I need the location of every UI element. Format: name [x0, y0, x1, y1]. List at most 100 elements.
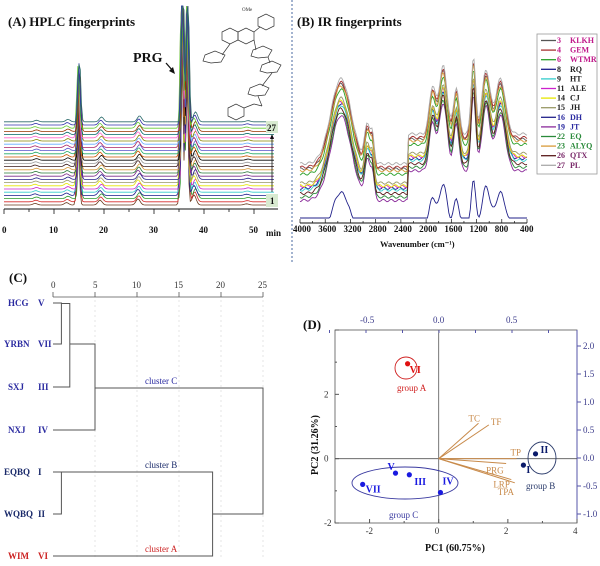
hplc-series-line	[4, 5, 274, 161]
hplc-series-line	[4, 5, 274, 132]
pca-x-label: PC1 (60.75%)	[425, 543, 485, 554]
pca-point	[392, 470, 399, 476]
pca-point-label: V	[388, 462, 396, 473]
stack-bottom-label: 1	[270, 196, 275, 206]
leaf-name: SXJ	[8, 382, 25, 392]
ir-series-line	[299, 96, 528, 203]
hplc-series-line	[4, 5, 274, 152]
leaf-name: HCG	[8, 298, 29, 308]
hplc-series-line	[4, 25, 274, 193]
cluster-label: cluster C	[145, 376, 177, 386]
dendro-tick-label: 5	[93, 280, 98, 290]
hplc-series-line	[4, 5, 274, 123]
legend-name: EQ	[570, 132, 582, 141]
hplc-series-line	[4, 5, 274, 171]
ir-tick-label: 1200	[470, 224, 489, 234]
leaf-roman: III	[38, 382, 49, 392]
legend-number: 16	[557, 113, 565, 122]
legend-name: CJ	[570, 94, 580, 103]
leaf-roman: VI	[38, 551, 48, 561]
ir-series-line	[299, 65, 528, 173]
legend-name: PL	[570, 161, 580, 170]
legend-name: JT	[570, 122, 580, 131]
ir-tick-label: 3200	[343, 224, 362, 234]
leaf-name: EQBQ	[4, 467, 30, 477]
hplc-series-line	[4, 5, 274, 145]
pca-y-tick-label: -2	[324, 518, 332, 528]
pca-point-label: VII	[366, 484, 381, 495]
loading-vector	[438, 458, 515, 484]
panel-a-title: (A) HPLC fingerprints	[8, 14, 135, 29]
leaf-roman: IV	[38, 425, 49, 435]
legend-name: DH	[570, 113, 583, 122]
loading-label: LRP	[493, 480, 510, 490]
panel-d-pca: (D) -2 0 2 4 -2 0 2 -0.5 0.0 0.5 -1.0 -0.5 0.0 0.5 1.0…	[303, 315, 598, 554]
hplc-series-line	[4, 5, 274, 142]
pca-point-label: I	[526, 465, 530, 476]
hplc-series-line	[4, 7, 274, 164]
dendro-branch	[95, 387, 264, 515]
hplc-series-line	[4, 7, 274, 187]
pca-right-tick-label: 2.0	[583, 341, 595, 351]
pca-point-label: II	[541, 445, 549, 456]
legend-name: HT	[570, 74, 582, 83]
leaf-roman: I	[38, 467, 42, 477]
pca-point	[406, 472, 412, 478]
panel-d-title: (D)	[303, 317, 321, 332]
dendro-branch	[53, 471, 62, 515]
legend-number: 26	[557, 151, 565, 160]
hplc-tick-label: 50	[249, 225, 259, 235]
hplc-series-line	[4, 13, 274, 174]
loading-label: PRG	[486, 465, 504, 475]
group-b-label: group B	[526, 481, 555, 491]
hplc-tick-label: 40	[199, 225, 209, 235]
pca-y-label: PC2 (31.26%)	[310, 415, 321, 475]
pca-right-tick-label: -1.0	[583, 509, 598, 519]
hplc-series-line	[4, 19, 274, 206]
legend-name: ALYQ	[570, 142, 592, 151]
group-b-ellipse	[527, 441, 557, 475]
hplc-series-line	[4, 5, 274, 168]
hplc-ticks: 0 10 20 30 40 50	[2, 209, 259, 235]
ir-tick-label: 400	[520, 224, 534, 234]
pca-top-tick-label: -0.5	[360, 315, 375, 325]
loading-label: TC	[468, 413, 480, 423]
leaf-name: WQBQ	[4, 509, 33, 519]
pca-right-tick-label: -0.5	[583, 481, 598, 491]
pca-right-tick-label: 1.0	[583, 397, 595, 407]
panel-b-title: (B) IR fingerprints	[297, 14, 402, 29]
pca-point-label: IV	[442, 476, 454, 487]
pca-right-tick-label: 1.5	[583, 369, 595, 379]
legend-number: 11	[557, 84, 565, 93]
pca-right-tick-label: 0.5	[583, 425, 595, 435]
dendro-branch	[53, 471, 214, 557]
leaf-name: NXJ	[8, 425, 26, 435]
ir-x-label: Wavenumber (cm⁻¹)	[380, 239, 455, 249]
pca-point-label: III	[414, 477, 426, 488]
legend-number: 14	[557, 94, 565, 103]
chemical-structure-icon	[202, 13, 282, 121]
ir-series-line	[299, 58, 528, 166]
leaf-name: YRBN	[4, 339, 30, 349]
hplc-series-line	[4, 7, 274, 180]
prg-annotation: PRG	[133, 51, 163, 66]
dendrogram-group: 0 5 10 15 20 25 HCG V YRBN VII SXJ III NXJ IV EQBQ I WQB…	[4, 280, 268, 561]
hplc-series-line	[4, 5, 274, 135]
pca-point	[437, 489, 444, 496]
leaf-name: WIM	[8, 551, 30, 561]
pca-x-tick-label: -2	[366, 526, 374, 536]
pca-y-tick-label: 2	[324, 389, 329, 399]
hplc-tick-label: 30	[149, 225, 159, 235]
dendro-tick-label: 0	[51, 280, 56, 290]
ir-tick-label: 800	[495, 224, 509, 234]
ir-series-line	[299, 87, 528, 196]
loading-label: TF	[491, 417, 502, 427]
ir-legend-items: 3 KLKH 4 GEM 6 WTMR 8 RQ 9 HT 11 ALE 14 CJ 15 JH 16 DH 19 J…	[541, 36, 597, 170]
leaf-roman: II	[38, 509, 46, 519]
legend-name: RQ	[570, 65, 582, 74]
dendro-tick-label: 15	[174, 280, 184, 290]
hplc-series-line	[4, 32, 274, 203]
legend-name: JH	[570, 103, 581, 112]
